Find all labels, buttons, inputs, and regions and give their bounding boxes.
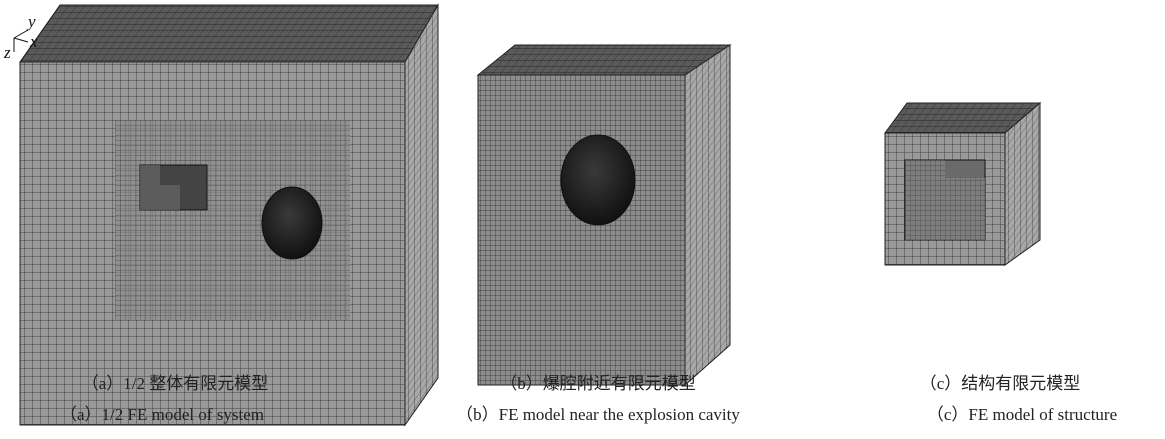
model-c	[885, 103, 1040, 265]
caption-en: （b）FE model near the explosion cavity	[456, 405, 740, 424]
caption-zh: （c）结构有限元模型	[920, 374, 1081, 393]
caption-en: （c）FE model of structure	[927, 405, 1117, 424]
axis-label: x	[29, 32, 38, 51]
caption-en: （a）1/2 FE model of system	[60, 405, 264, 424]
model-b	[478, 45, 730, 385]
model-a	[20, 5, 438, 425]
caption-zh: （b）爆腔附近有限元模型	[500, 374, 696, 393]
caption-zh: （a）1/2 整体有限元模型	[82, 374, 269, 393]
axis-label: z	[3, 43, 11, 62]
axis-label: y	[26, 12, 36, 31]
figure: y x z （a）1/2 整体有限元模型 （a）1/2 FE model of …	[0, 0, 1165, 439]
